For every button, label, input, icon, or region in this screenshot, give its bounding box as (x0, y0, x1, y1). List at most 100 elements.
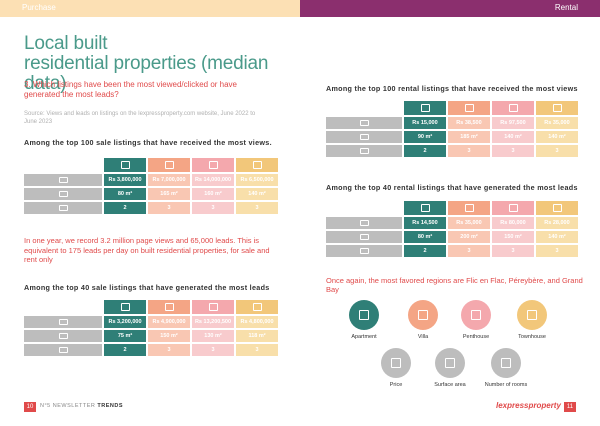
rent-leads-area-villa: 200 m² (448, 231, 490, 243)
townhouse-icon (552, 104, 562, 112)
penthouse-header (192, 300, 234, 314)
sale-views-area-townhouse: 140 m² (236, 188, 278, 200)
rent-leads-area-apartment: 80 m² (404, 231, 446, 243)
rent-views-area-apartment: 90 m² (404, 131, 446, 143)
rent-views-price-apartment: Rs 15,000 (404, 117, 446, 129)
purchase-label: Purchase (22, 3, 56, 12)
page-title: Local built residential properties (medi… (24, 34, 274, 94)
villa-header (448, 201, 490, 215)
rent-views-rooms-apartment: 2 (404, 145, 446, 157)
rent-views-price-townhouse: Rs 35,000 (536, 117, 578, 129)
villa-circle (408, 300, 438, 330)
sale-views-area-apartment: 80 m² (104, 188, 146, 200)
rent-leads-price-townhouse: Rs 28,000 (536, 217, 578, 229)
legend-townhouse-label: Townhouse (518, 334, 546, 340)
sale-views-price-villa: Rs 7,000,000 (148, 174, 190, 186)
apartment-icon (420, 204, 430, 212)
purchase-header-bar: Purchase (0, 0, 300, 17)
legend-rooms: Number of rooms (476, 348, 536, 388)
rent-leads-rooms-villa: 3 (448, 245, 490, 257)
rent-leads-price-villa: Rs 35,000 (448, 217, 490, 229)
penthouse-circle (461, 300, 491, 330)
surface-area-icon (359, 234, 369, 240)
legend-penthouse: Penthouse (446, 300, 506, 340)
rent-views-rooms-penthouse: 3 (492, 145, 534, 157)
apartment-header (404, 201, 446, 215)
legend-price: Price (366, 348, 426, 388)
area-row-label (326, 131, 402, 143)
legend-surface-label: Surface area (434, 382, 466, 388)
villa-icon (418, 310, 428, 320)
surface-area-icon (58, 333, 68, 339)
sale-leads-heading: Among the top 40 sale listings that have… (24, 283, 270, 292)
rent-leads-rooms-penthouse: 3 (492, 245, 534, 257)
price-row-label (326, 217, 402, 229)
rent-leads-rooms-townhouse: 3 (536, 245, 578, 257)
page-number-right: 11 (564, 402, 576, 412)
villa-header (448, 101, 490, 115)
favored-regions-text: Once again, the most favored regions are… (326, 276, 583, 294)
rent-leads-rooms-apartment: 2 (404, 245, 446, 257)
rent-views-heading: Among the top 100 rental listings that h… (326, 84, 578, 93)
penthouse-icon (471, 310, 481, 320)
sale-views-price-apartment: Rs 3,800,000 (104, 174, 146, 186)
penthouse-icon (208, 303, 218, 311)
rooms-row-label (24, 202, 102, 214)
surface-circle (435, 348, 465, 378)
source-text: Source: Views and leads on listings on t… (24, 111, 256, 125)
rent-views-area-penthouse: 140 m² (492, 131, 534, 143)
rooms-icon (501, 358, 511, 368)
sale-leads-area-penthouse: 130 m² (192, 330, 234, 342)
villa-header (148, 300, 190, 314)
townhouse-header (536, 101, 578, 115)
price-icon (359, 220, 369, 226)
price-icon (58, 177, 68, 183)
price-icon (391, 358, 401, 368)
area-row-label (24, 330, 102, 342)
rooms-icon (58, 205, 68, 211)
sale-views-heading: Among the top 100 sale listings that hav… (24, 138, 272, 147)
sale-views-rooms-penthouse: 3 (192, 202, 234, 214)
rooms-icon (359, 148, 369, 154)
price-icon (359, 120, 369, 126)
sale-leads-area-villa: 150 m² (148, 330, 190, 342)
apartment-icon (359, 310, 369, 320)
townhouse-icon (252, 303, 262, 311)
question-text: 3. Which listings have been the most vie… (24, 80, 237, 99)
surface-area-icon (359, 134, 369, 140)
penthouse-header (192, 158, 234, 172)
villa-icon (164, 303, 174, 311)
legend-penthouse-label: Penthouse (462, 334, 490, 340)
rent-views-area-villa: 185 m² (448, 131, 490, 143)
legend-villa: Villa (393, 300, 453, 340)
price-icon (58, 319, 68, 325)
apartment-header (404, 101, 446, 115)
rent-views-price-villa: Rs 38,500 (448, 117, 490, 129)
rent-leads-price-apartment: Rs 14,500 (404, 217, 446, 229)
title-line2: residential properties (median data) (24, 53, 269, 94)
penthouse-icon (508, 104, 518, 112)
legend-price-label: Price (389, 382, 403, 388)
townhouse-header (236, 300, 278, 314)
townhouse-icon (527, 310, 537, 320)
rooms-row-label (326, 245, 402, 257)
page-number-left: 10 (24, 402, 36, 412)
lexpressproperty-logo: lexpressproperty (496, 401, 561, 410)
legend-rooms-label: Number of rooms (484, 382, 528, 388)
rooms-row-label (24, 344, 102, 356)
sale-views-price-penthouse: Rs 14,000,000 (192, 174, 234, 186)
sale-leads-price-villa: Rs 4,900,000 (148, 316, 190, 328)
rooms-row-label (326, 145, 402, 157)
sale-views-rooms-apartment: 2 (104, 202, 146, 214)
rent-leads-area-townhouse: 140 m² (536, 231, 578, 243)
sale-leads-rooms-apartment: 2 (104, 344, 146, 356)
villa-icon (464, 204, 474, 212)
penthouse-header (492, 201, 534, 215)
apartment-header (104, 300, 146, 314)
villa-icon (464, 104, 474, 112)
townhouse-header (536, 201, 578, 215)
apartment-icon (420, 104, 430, 112)
apartment-header (104, 158, 146, 172)
price-circle (381, 348, 411, 378)
townhouse-circle (517, 300, 547, 330)
